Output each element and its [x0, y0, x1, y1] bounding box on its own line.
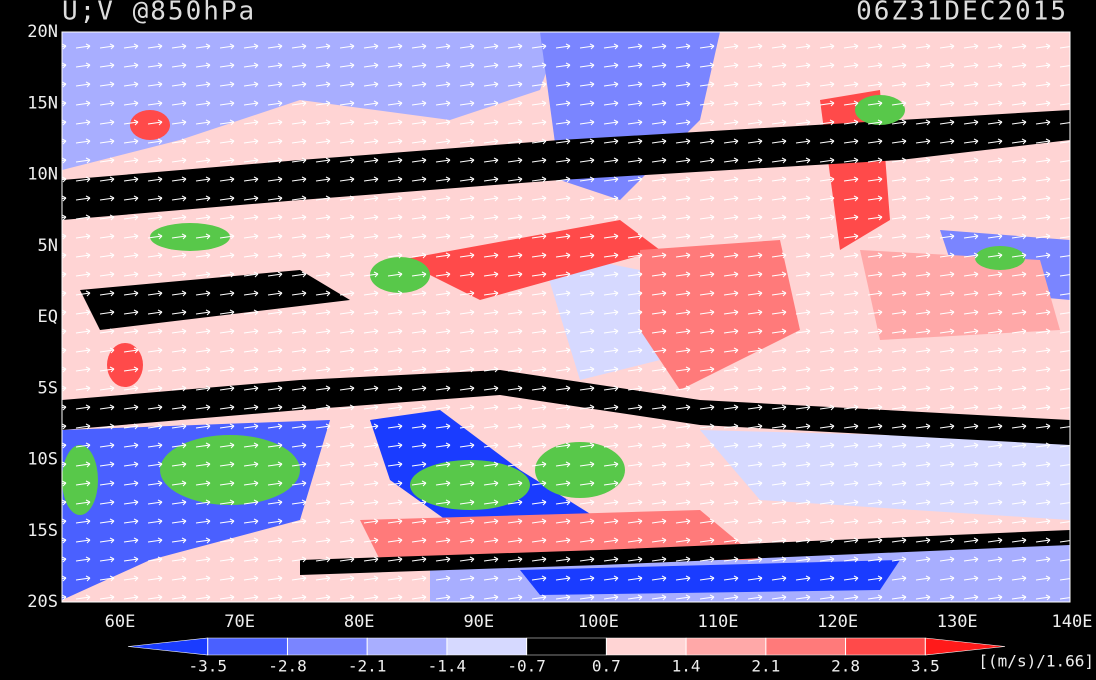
- colorbar-segment: [207, 637, 288, 656]
- lat-label: 20N: [27, 22, 58, 42]
- colorbar-segment: [366, 637, 448, 656]
- lon-label: 120E: [817, 612, 858, 632]
- colorbar-segment: [287, 637, 368, 656]
- colorbar-label: 0.7: [592, 657, 621, 676]
- lon-label: 90E: [463, 612, 494, 632]
- lon-label: 80E: [344, 612, 375, 632]
- lon-label: 100E: [578, 612, 619, 632]
- colorbar-label: -2.8: [268, 657, 307, 676]
- map-frame: [61, 31, 1071, 603]
- colorbar-label: 3.5: [911, 657, 940, 676]
- colorbar-segment: [526, 637, 607, 656]
- lat-label: 10N: [27, 165, 58, 185]
- lat-label: 5N: [38, 236, 58, 256]
- colorbar-segment: [127, 637, 209, 656]
- lon-axis: 60E 70E 80E 90E 100E 110E 120E 130E 140E: [105, 612, 1093, 632]
- title: U;V @850hPa: [62, 0, 256, 27]
- colorbar-label: 2.8: [831, 657, 860, 676]
- lon-label: 60E: [105, 612, 136, 632]
- colorbar-label: 1.4: [672, 657, 701, 676]
- colorbar-label: -1.4: [428, 657, 467, 676]
- colorbar-segment: [845, 637, 926, 656]
- unit-label: [(m/s)/1.66]: [978, 652, 1094, 671]
- colorbar: -3.5 -2.8 -2.1 -1.4 -0.7 0.7 1.4 2.1 2.8 3.5: [127, 637, 1006, 676]
- colorbar-segment: [685, 637, 767, 656]
- colorbar-label: -2.1: [348, 657, 387, 676]
- lon-label: 140E: [1052, 612, 1093, 632]
- colorbar-label: -0.7: [507, 657, 546, 676]
- colorbar-segment: [606, 637, 687, 656]
- lat-label: 15S: [27, 521, 58, 541]
- map-field: [62, 32, 1070, 602]
- colorbar-segment: [446, 637, 527, 656]
- lat-label: 15N: [27, 93, 58, 113]
- colorbar-label: -3.5: [188, 657, 227, 676]
- lat-label: 10S: [27, 450, 58, 470]
- lat-label: 20S: [27, 592, 58, 612]
- colorbar-segment: [765, 637, 846, 656]
- lon-label: 110E: [698, 612, 739, 632]
- colorbar-label: 2.1: [751, 657, 780, 676]
- lon-label: 70E: [224, 612, 255, 632]
- lat-label: EQ: [38, 307, 58, 327]
- lon-label: 130E: [937, 612, 978, 632]
- lat-label: 5S: [38, 378, 58, 398]
- lat-axis: 20N 15N 10N 5N EQ 5S 10S 15S 20S: [27, 22, 58, 612]
- time-label: 06Z31DEC2015: [856, 0, 1068, 27]
